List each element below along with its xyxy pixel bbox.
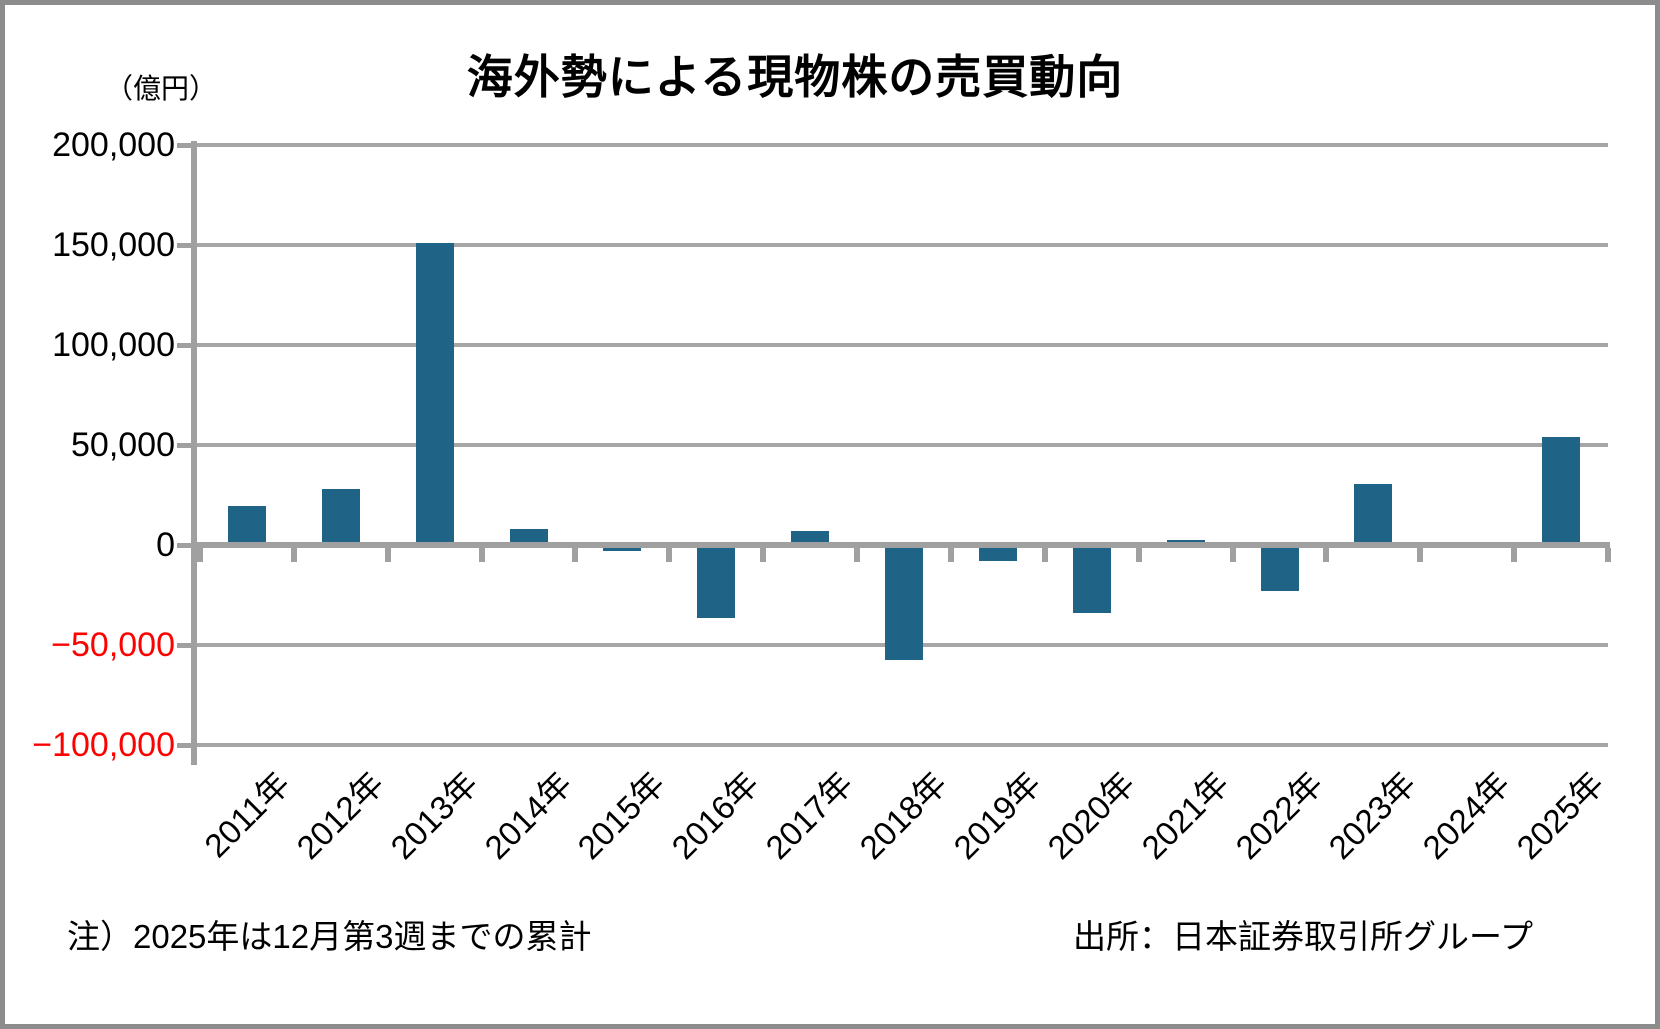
- x-axis-tick: [572, 548, 579, 562]
- y-axis-tick: [177, 743, 191, 748]
- y-axis-tick-label: 100,000: [52, 326, 175, 364]
- gridline: [189, 243, 1608, 247]
- y-axis-tick: [177, 643, 191, 648]
- source-credit: 出所：日本証券取引所グループ: [1072, 918, 1533, 955]
- x-axis-tick: [384, 548, 391, 562]
- y-axis-tick-label: −50,000: [51, 626, 175, 664]
- x-axis-tick: [947, 548, 954, 562]
- bar-2020: [1072, 545, 1111, 613]
- y-axis-tick-label: 200,000: [52, 126, 175, 164]
- y-axis-tick: [177, 443, 191, 448]
- y-axis-tick-label: 150,000: [52, 226, 175, 264]
- x-axis-tick: [1417, 548, 1424, 562]
- gridline: [189, 343, 1608, 347]
- bar-2022: [1260, 545, 1299, 591]
- y-axis-tick-label: −100,000: [32, 726, 175, 764]
- chart-title: 海外勢による現物株の売買動向: [466, 51, 1124, 103]
- x-axis-tick: [1323, 548, 1330, 562]
- bar-2016: [697, 545, 736, 618]
- footnote: 注）2025年は12月第3週までの累計: [67, 918, 592, 955]
- y-axis-line: [191, 141, 197, 765]
- bar-2025: [1542, 437, 1581, 545]
- y-axis-tick: [177, 243, 191, 248]
- x-axis-tick: [1511, 548, 1518, 562]
- bar-2019: [978, 545, 1017, 561]
- bar-2011: [227, 506, 266, 545]
- gridline: [189, 743, 1608, 747]
- x-axis-tick: [1605, 548, 1612, 562]
- x-axis-tick: [478, 548, 485, 562]
- x-axis-tick: [666, 548, 673, 562]
- x-axis-line: [191, 542, 1610, 548]
- bar-2012: [321, 489, 360, 545]
- x-axis-tick: [760, 548, 767, 562]
- x-axis-tick: [1135, 548, 1142, 562]
- y-axis-tick-label: 50,000: [71, 426, 175, 464]
- x-axis-tick: [1041, 548, 1048, 562]
- x-axis-tick: [197, 548, 203, 562]
- bar-2015: [603, 545, 642, 551]
- bar-2014: [509, 529, 548, 545]
- bar-2013: [415, 243, 454, 545]
- y-axis-tick-label: 0: [156, 526, 175, 564]
- plot-area: 200,000 150,000 100,000 50,000 0 −50,000 −100,…: [5, 5, 1655, 1024]
- x-axis-tick: [1229, 548, 1236, 562]
- gridline: [189, 443, 1608, 447]
- bar-2018: [885, 545, 924, 660]
- y-axis-tick: [177, 343, 191, 348]
- x-axis-tick: [290, 548, 297, 562]
- y-axis-unit-label: （億円）: [105, 73, 218, 104]
- y-axis-tick: [177, 143, 191, 148]
- bar-2023: [1354, 484, 1393, 545]
- y-axis-tick: [177, 543, 191, 548]
- bar-2017: [791, 531, 830, 545]
- x-axis-tick: [854, 548, 861, 562]
- gridline: [189, 143, 1608, 147]
